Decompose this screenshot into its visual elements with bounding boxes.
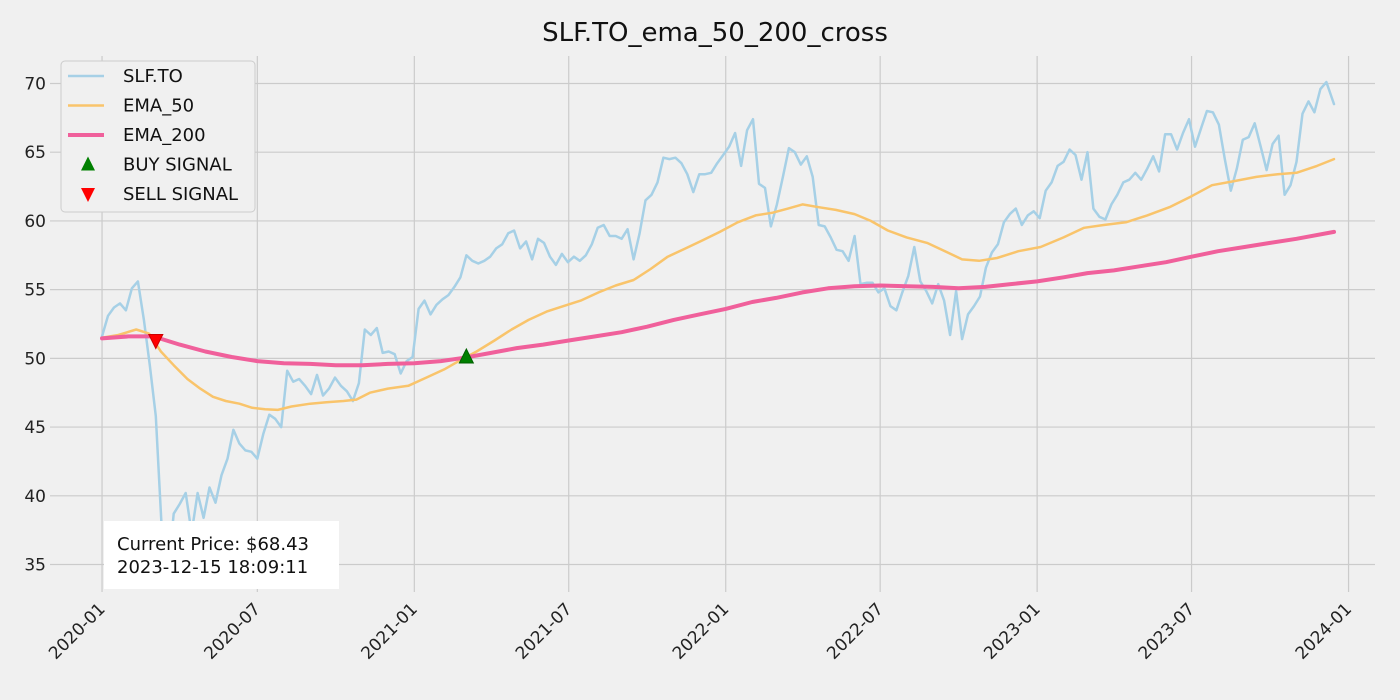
y-tick-label: 65	[24, 143, 46, 163]
chart-title: SLF.TO_ema_50_200_cross	[542, 18, 888, 48]
series-line-slf-to	[100, 80, 1336, 577]
y-tick-label: 40	[24, 487, 46, 507]
series-group	[100, 80, 1336, 577]
y-tick-label: 50	[24, 349, 46, 369]
y-tick-label: 45	[24, 418, 46, 438]
buy-signal-marker	[458, 347, 475, 364]
annotation-box	[104, 521, 339, 589]
y-tick-label: 55	[24, 281, 46, 301]
y-tick-label: 35	[24, 556, 46, 576]
legend-label: SELL SIGNAL	[123, 184, 238, 205]
timestamp-label: 2023-12-15 18:09:11	[117, 557, 308, 578]
signal-markers	[147, 333, 475, 364]
legend-swatch	[81, 156, 95, 171]
legend-label: EMA_200	[123, 125, 206, 146]
y-tick-label: 70	[24, 74, 46, 94]
current-price-label: Current Price: $68.43	[117, 534, 309, 555]
legend-label: EMA_50	[123, 96, 194, 117]
y-tick-label: 60	[24, 212, 46, 232]
series-line-ema-200	[100, 229, 1336, 368]
sell-signal-marker	[147, 333, 164, 350]
legend: SLF.TO EMA_50 EMA_200 BUY SIGNAL SELL SIGNAL	[60, 60, 256, 213]
legend-items: SLF.TO EMA_50 EMA_200 BUY SIGNAL SELL SIGNAL	[68, 66, 238, 205]
series-line-ema-50	[100, 157, 1336, 412]
y-axis-ticks: 35 40 45 50 55 60 65 70	[24, 74, 46, 575]
legend-box	[60, 60, 256, 213]
legend-swatch	[81, 188, 95, 202]
price-annotation: Current Price: $68.43 2023-12-15 18:09:1…	[104, 521, 339, 589]
legend-label: BUY SIGNAL	[123, 155, 232, 176]
legend-label: SLF.TO	[123, 66, 183, 87]
